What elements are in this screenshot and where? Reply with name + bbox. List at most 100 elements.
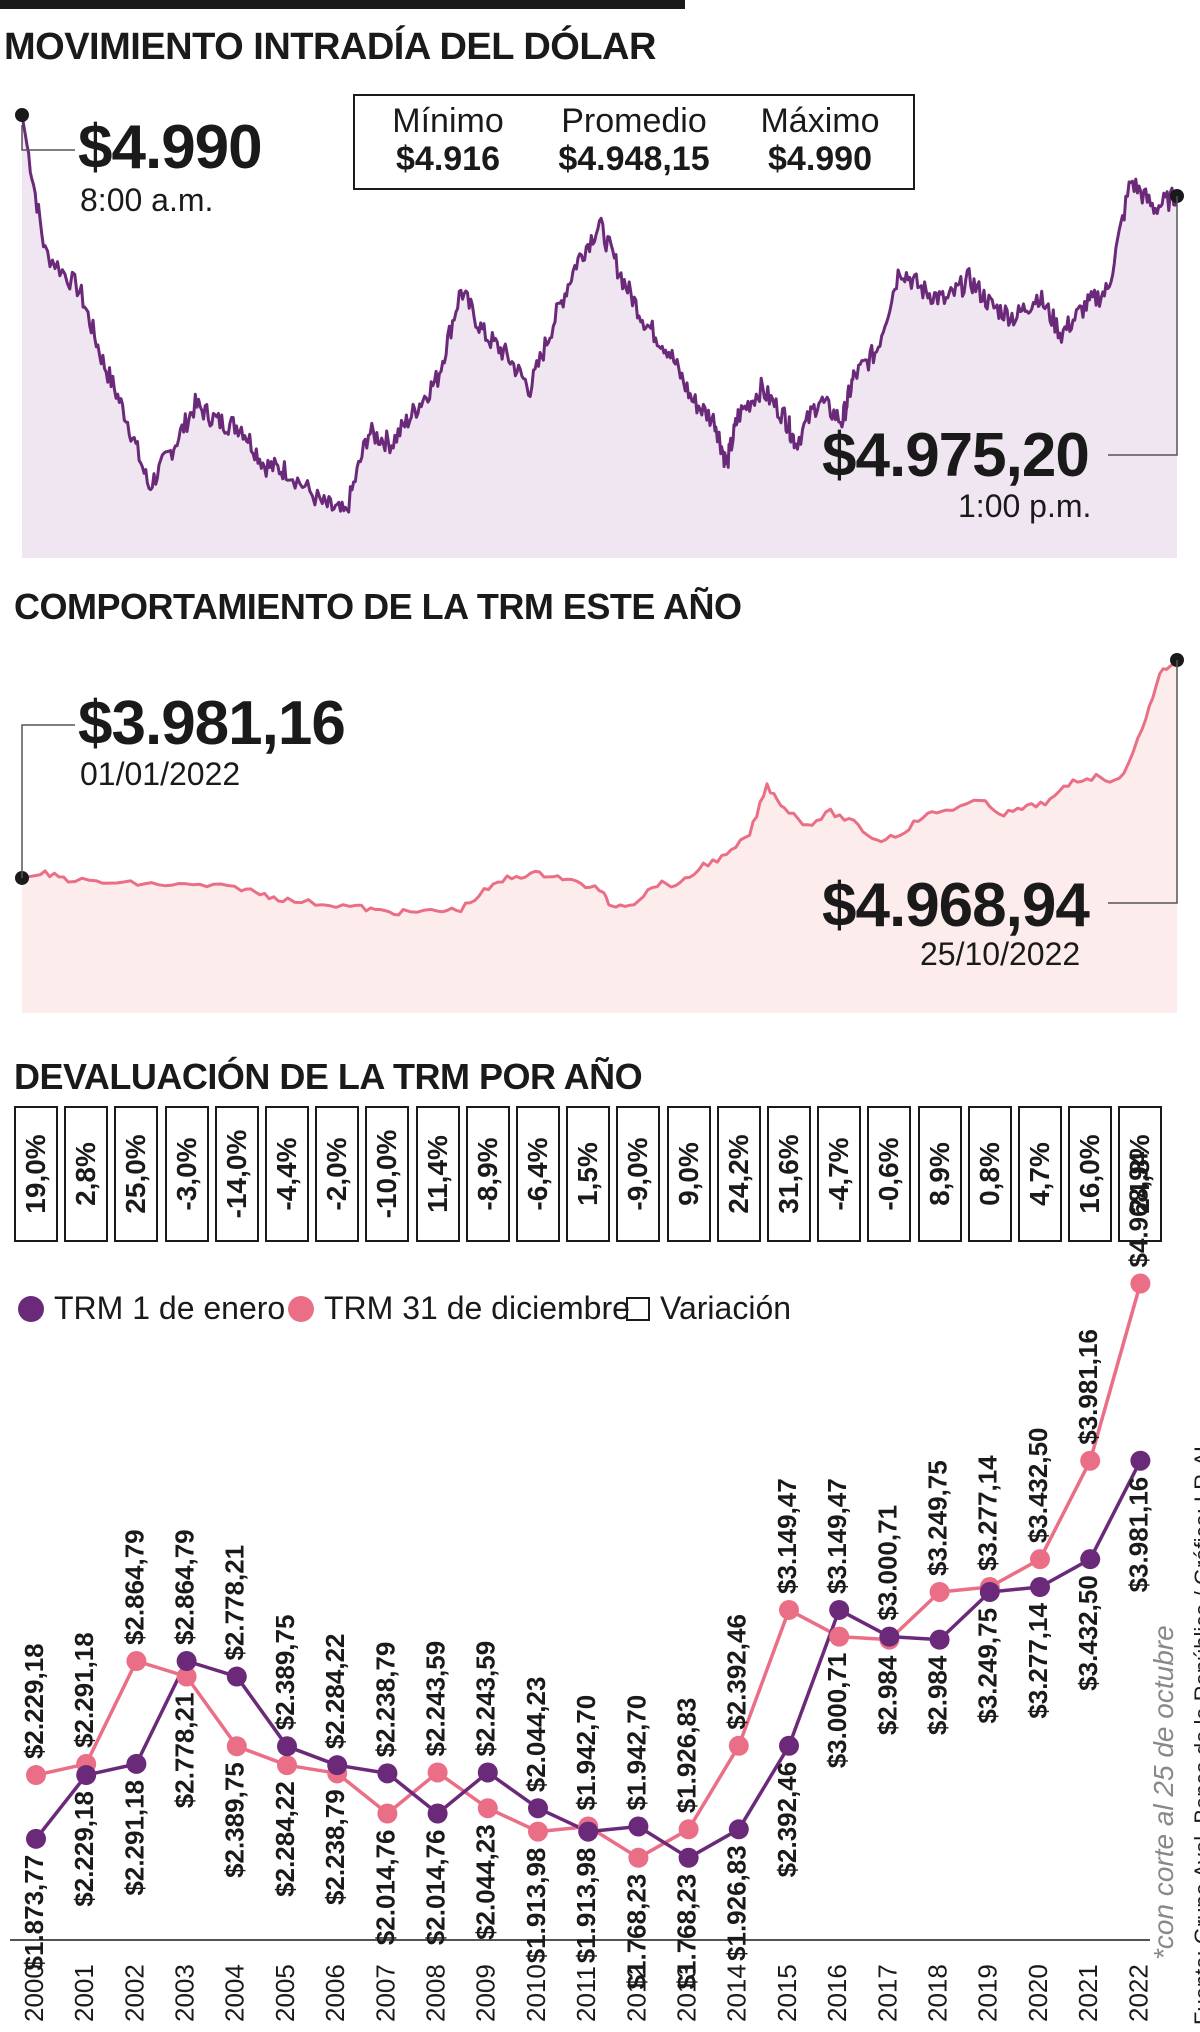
trm-year-title: COMPORTAMIENTO DE LA TRM ESTE AÑO [14,586,742,627]
jan-point [628,1816,649,1837]
intraday-line [20,114,1179,514]
variation-label: 16,0% [1074,1134,1106,1214]
variation-label: 24,2% [722,1134,754,1214]
trm-area [22,660,1177,1013]
variation-box: 24,2% [716,1106,761,1242]
variation-box: 19,0% [14,1106,58,1242]
variation-box: 24,8% [1118,1106,1163,1242]
dec-point [1130,1273,1151,1294]
year-tick-label: 2011 [571,1966,601,2022]
lower-value-label: $3.981,16 [1123,1477,1153,1593]
year-tick-label: 2010 [521,1964,551,2022]
jan-point [226,1666,247,1687]
lower-value-label: $1.873,77 [19,1855,49,1971]
variation-box: -3,0% [164,1106,209,1242]
dec-point [929,1581,950,1602]
variation-box: -8,9% [465,1106,510,1242]
upper-value-label: $2.864,79 [119,1529,149,1645]
variation-box: 8,9% [917,1106,962,1242]
upper-value-label: $3.432,50 [1023,1427,1053,1543]
dec-point [277,1755,297,1776]
variation-box: 9,0% [666,1106,711,1242]
upper-value-label: $1.942,70 [571,1695,601,1811]
variation-box: -14,0% [214,1106,259,1242]
trm-start-date: 01/01/2022 [80,756,241,792]
variation-box: 11,4% [415,1106,460,1242]
jan-point [929,1629,950,1650]
year-tick-label: 2005 [270,1964,300,2022]
variation-label: 0,8% [973,1142,1005,1206]
jan-point [578,1821,599,1842]
year-tick-label: 2013 [671,1964,701,2022]
jan-point [979,1581,1000,1602]
variation-label: -6,4% [522,1137,553,1211]
variation-box: -9,0% [616,1106,661,1242]
dec-point [1080,1450,1101,1471]
jan-point [277,1736,297,1757]
dec-point [427,1762,448,1783]
year-tick-label: 2001 [69,1964,99,2022]
stat-min: Mínimo $4.916 [355,96,541,188]
jan-point [327,1755,348,1776]
upper-value-label: $2.238,79 [370,1642,400,1758]
legend-dec-label: TRM 31 de diciembre [324,1290,630,1326]
year-tick-label: 2004 [220,1964,250,2022]
variation-label: -10,0% [371,1129,403,1219]
stat-value: $4.916 [396,140,500,178]
intraday-stats-box: Mínimo $4.916 Promedio $4.948,15 Máximo … [353,94,915,190]
jan-point [26,1828,46,1849]
upper-value-label: $2.284,22 [320,1634,350,1750]
variation-box: 0,8% [967,1106,1012,1242]
jan-point [779,1735,799,1756]
jan-point [678,1847,699,1868]
year-tick-label: 2016 [822,1964,852,2022]
trm-year-chart [15,653,1184,1013]
upper-value-label: $2.291,18 [69,1632,99,1748]
lower-value-label: $3.249,75 [973,1608,1003,1724]
upper-value-label: $2.229,18 [19,1643,49,1759]
lower-value-label: $2.014,76 [370,1830,400,1946]
year-tick-label: 2007 [370,1964,400,2022]
upper-value-label: $2.389,75 [270,1615,300,1731]
jan-point [76,1765,97,1786]
start-leader-line [21,724,75,878]
dec-point [628,1847,649,1868]
dec-point [779,1599,799,1620]
upper-value-label: $3.277,14 [973,1455,1003,1571]
variation-label: 8,9% [923,1142,955,1206]
year-tick-label: 2000 [19,1964,49,2022]
lower-value-label: $2.984 [872,1655,902,1735]
intraday-area [22,115,1177,558]
source-note: Fuente: Grupo Aval, Banco de la Repúblic… [1190,1439,1200,2025]
cutoff-note: *con corte al 25 de octubre [1148,1625,1179,1960]
variation-box: 1,5% [566,1106,611,1242]
jan-point [528,1798,548,1819]
intraday-close-time: 1:00 p.m. [958,488,1092,524]
dec-point [829,1626,850,1647]
year-tick-label: 2017 [872,1964,902,2022]
dec-point [377,1803,398,1824]
jan-point [477,1762,498,1783]
variation-label: -9,0% [622,1137,654,1211]
variation-boxes: 19,0% 2,8% 25,0% -3,0% -14,0% -4,4% -2,0% -10,0… [14,1106,1164,1246]
dec-point [728,1735,749,1756]
lower-value-label: $1.913,98 [521,1848,551,1964]
year-tick-label: 2018 [922,1964,952,2022]
upper-value-label: $3.149,47 [822,1478,852,1594]
pink-dot-icon [288,1295,314,1322]
stat-value: $4.948,15 [558,140,710,178]
upper-value-label: $2.243,59 [420,1641,450,1757]
purple-dot-icon [18,1295,44,1322]
lower-value-label: $2.392,46 [772,1762,802,1878]
square-icon [626,1296,650,1321]
trm-start-value: $3.981,16 [78,689,346,758]
dec-point [678,1819,699,1840]
upper-value-label: $3.149,47 [772,1478,802,1594]
stat-max: Máximo $4.990 [727,96,913,188]
variation-label: 9,0% [672,1142,704,1206]
year-tick-label: 2003 [169,1964,199,2022]
jan-point [1080,1549,1101,1570]
year-tick-label: 2021 [1073,1964,1103,2022]
lower-value-label: $1.768,23 [671,1874,701,1990]
